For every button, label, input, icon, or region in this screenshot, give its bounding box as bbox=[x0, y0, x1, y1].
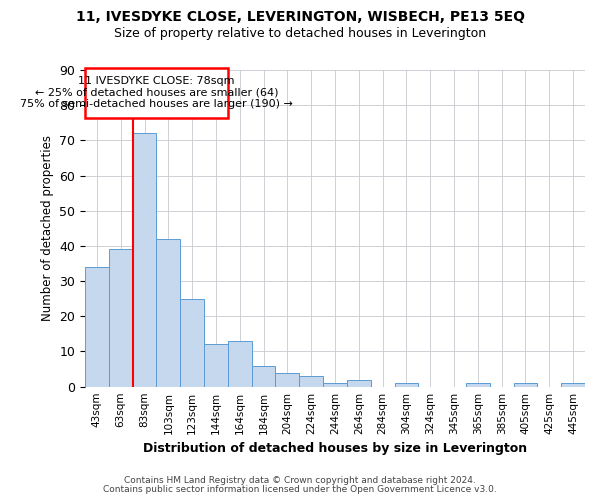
Bar bbox=[251, 366, 275, 386]
Bar bbox=[275, 372, 299, 386]
Text: 11 IVESDYKE CLOSE: 78sqm
← 25% of detached houses are smaller (64)
75% of semi-d: 11 IVESDYKE CLOSE: 78sqm ← 25% of detach… bbox=[20, 76, 293, 110]
Bar bbox=[299, 376, 323, 386]
Text: Contains HM Land Registry data © Crown copyright and database right 2024.: Contains HM Land Registry data © Crown c… bbox=[124, 476, 476, 485]
Bar bbox=[561, 383, 585, 386]
Bar bbox=[85, 68, 228, 117]
X-axis label: Distribution of detached houses by size in Leverington: Distribution of detached houses by size … bbox=[143, 442, 527, 455]
Bar bbox=[133, 134, 157, 386]
Bar bbox=[323, 383, 347, 386]
Bar bbox=[85, 267, 109, 386]
Bar bbox=[395, 383, 418, 386]
Bar bbox=[157, 239, 180, 386]
Bar bbox=[347, 380, 371, 386]
Bar bbox=[204, 344, 228, 387]
Bar bbox=[466, 383, 490, 386]
Text: Size of property relative to detached houses in Leverington: Size of property relative to detached ho… bbox=[114, 28, 486, 40]
Bar bbox=[228, 341, 251, 386]
Text: 11, IVESDYKE CLOSE, LEVERINGTON, WISBECH, PE13 5EQ: 11, IVESDYKE CLOSE, LEVERINGTON, WISBECH… bbox=[76, 10, 524, 24]
Bar bbox=[514, 383, 538, 386]
Y-axis label: Number of detached properties: Number of detached properties bbox=[41, 136, 54, 322]
Bar bbox=[109, 250, 133, 386]
Bar bbox=[180, 298, 204, 386]
Text: Contains public sector information licensed under the Open Government Licence v3: Contains public sector information licen… bbox=[103, 485, 497, 494]
